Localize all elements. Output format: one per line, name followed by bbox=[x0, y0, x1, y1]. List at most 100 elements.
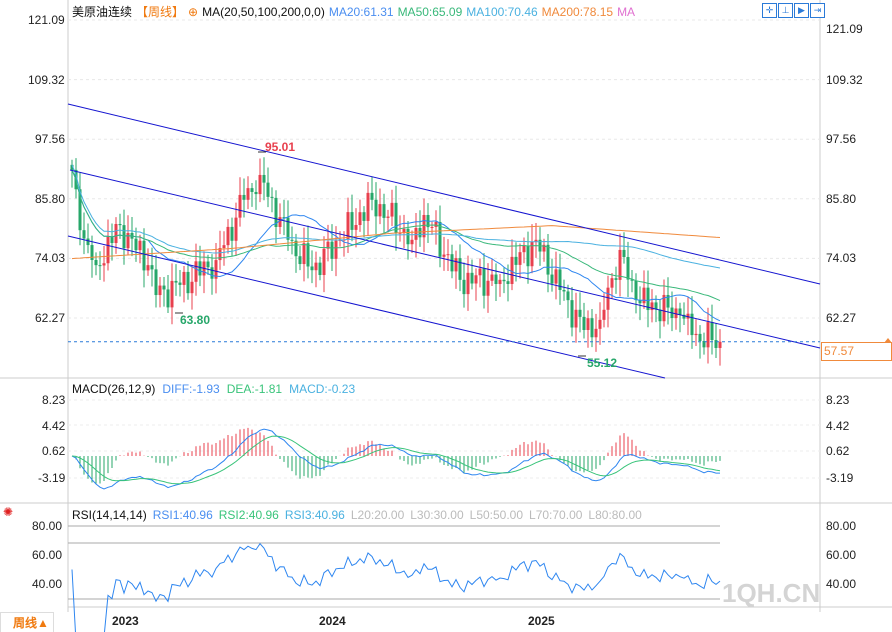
rsi-axis-right-label: 60.00 bbox=[826, 548, 857, 562]
macd-diff-value: DIFF:-1.93 bbox=[162, 382, 220, 396]
candle-body bbox=[674, 308, 678, 319]
play-icon[interactable]: ▶ bbox=[794, 3, 809, 18]
candle-body bbox=[510, 256, 514, 284]
add-indicator-icon[interactable]: ⊕ bbox=[188, 5, 199, 19]
candle-body bbox=[598, 319, 602, 329]
candle-body bbox=[354, 225, 358, 230]
macd-axis-label: 4.42 bbox=[42, 419, 66, 433]
candle-body bbox=[450, 254, 454, 272]
candle-body bbox=[394, 202, 398, 233]
candle-body bbox=[254, 191, 258, 195]
channel-upper-line bbox=[67, 103, 821, 285]
candle-body bbox=[554, 269, 558, 284]
candle-body bbox=[514, 256, 518, 265]
candle-body bbox=[614, 278, 618, 280]
candle-body bbox=[534, 239, 538, 242]
candle-body bbox=[566, 291, 570, 301]
candle-body bbox=[250, 188, 254, 192]
candle-body bbox=[638, 300, 642, 304]
candle-body bbox=[690, 313, 694, 336]
candle-body bbox=[558, 269, 562, 290]
candle-body bbox=[78, 189, 82, 231]
candle-body bbox=[98, 265, 102, 267]
crosshair-icon[interactable]: ✛ bbox=[762, 3, 777, 18]
rsi-label[interactable]: RSI(14,14,14) bbox=[72, 508, 147, 522]
candle-body bbox=[158, 285, 162, 296]
rsi-axis-right-label: 80.00 bbox=[826, 519, 857, 533]
x-axis-label: 2024 bbox=[319, 614, 346, 628]
macd-axis-right-label: 0.62 bbox=[826, 444, 850, 458]
candle-body bbox=[578, 309, 582, 317]
candle-body bbox=[186, 271, 190, 294]
price-axis-right-label: 85.80 bbox=[826, 192, 857, 206]
candle-body bbox=[310, 266, 314, 271]
price-axis-left-label: 97.56 bbox=[35, 132, 66, 146]
zoom-range-icon[interactable]: ⊥ bbox=[778, 3, 793, 18]
candle-body bbox=[542, 244, 546, 252]
candle-body bbox=[546, 244, 550, 275]
price-axis-left-label: 74.03 bbox=[35, 251, 66, 265]
candle-body bbox=[230, 226, 234, 241]
macd-axis-label: -3.19 bbox=[38, 471, 66, 485]
candle-body bbox=[550, 274, 554, 284]
candle-body bbox=[522, 245, 526, 253]
candle-body bbox=[318, 262, 322, 276]
candle-body bbox=[438, 221, 442, 257]
candle-body bbox=[642, 287, 646, 304]
candle-body bbox=[350, 212, 354, 230]
macd-label[interactable]: MACD(26,12,9) bbox=[72, 382, 156, 396]
candle-body bbox=[358, 212, 362, 226]
candle-body bbox=[234, 217, 238, 241]
candle-body bbox=[146, 265, 150, 271]
rsi-l50: L50:50.00 bbox=[469, 508, 524, 522]
candle-body bbox=[278, 217, 282, 227]
candle-body bbox=[266, 182, 270, 197]
candle-body bbox=[434, 221, 438, 227]
candle-body bbox=[206, 261, 210, 268]
candle-body bbox=[446, 254, 450, 256]
candle-body bbox=[198, 261, 202, 276]
candle-body bbox=[702, 340, 706, 348]
candle-body bbox=[282, 217, 286, 219]
period-label[interactable]: 【周线】 bbox=[136, 5, 185, 19]
candle-body bbox=[114, 224, 118, 244]
candle-body bbox=[590, 318, 594, 338]
candle-body bbox=[190, 281, 194, 294]
settings-sun-icon[interactable]: ✺ bbox=[3, 505, 14, 519]
rsi-line bbox=[71, 542, 721, 632]
exit-icon[interactable]: ⇥ bbox=[810, 3, 825, 18]
price-axis-right-label: 74.03 bbox=[826, 251, 857, 265]
candle-body bbox=[118, 224, 122, 226]
ma-extra-value: MA bbox=[617, 5, 636, 19]
candle-body bbox=[362, 212, 366, 221]
candle-body bbox=[122, 225, 126, 249]
candle-body bbox=[222, 245, 226, 249]
macd-axis-label: 8.23 bbox=[42, 393, 66, 407]
candle-body bbox=[490, 274, 494, 281]
candle-body bbox=[346, 212, 350, 240]
ma-indicator-label[interactable]: MA(20,50,100,200,0,0) bbox=[202, 5, 325, 19]
candle-body bbox=[262, 174, 266, 183]
candle-body bbox=[126, 233, 130, 249]
candle-body bbox=[370, 192, 374, 200]
candle-body bbox=[494, 274, 498, 285]
period-button[interactable]: 周线▲ bbox=[0, 612, 54, 632]
candle-body bbox=[618, 249, 622, 280]
candle-body bbox=[226, 226, 230, 246]
candle-body bbox=[214, 260, 218, 279]
candle-body bbox=[570, 300, 574, 328]
macd-axis-right-label: 4.42 bbox=[826, 419, 850, 433]
candle-body bbox=[242, 194, 246, 200]
ma200-value: MA200:78.15 bbox=[541, 5, 614, 19]
candle-body bbox=[662, 294, 666, 322]
ma100-value: MA100:70.46 bbox=[466, 5, 538, 19]
candle-body bbox=[606, 287, 610, 310]
candle-body bbox=[174, 280, 178, 283]
macd-axis-right-label: 8.23 bbox=[826, 393, 850, 407]
candle-body bbox=[178, 282, 182, 285]
price-axis-right-label: 109.32 bbox=[826, 73, 863, 87]
candle-body bbox=[526, 245, 530, 267]
candle-body bbox=[506, 281, 510, 284]
candle-body bbox=[314, 262, 318, 271]
